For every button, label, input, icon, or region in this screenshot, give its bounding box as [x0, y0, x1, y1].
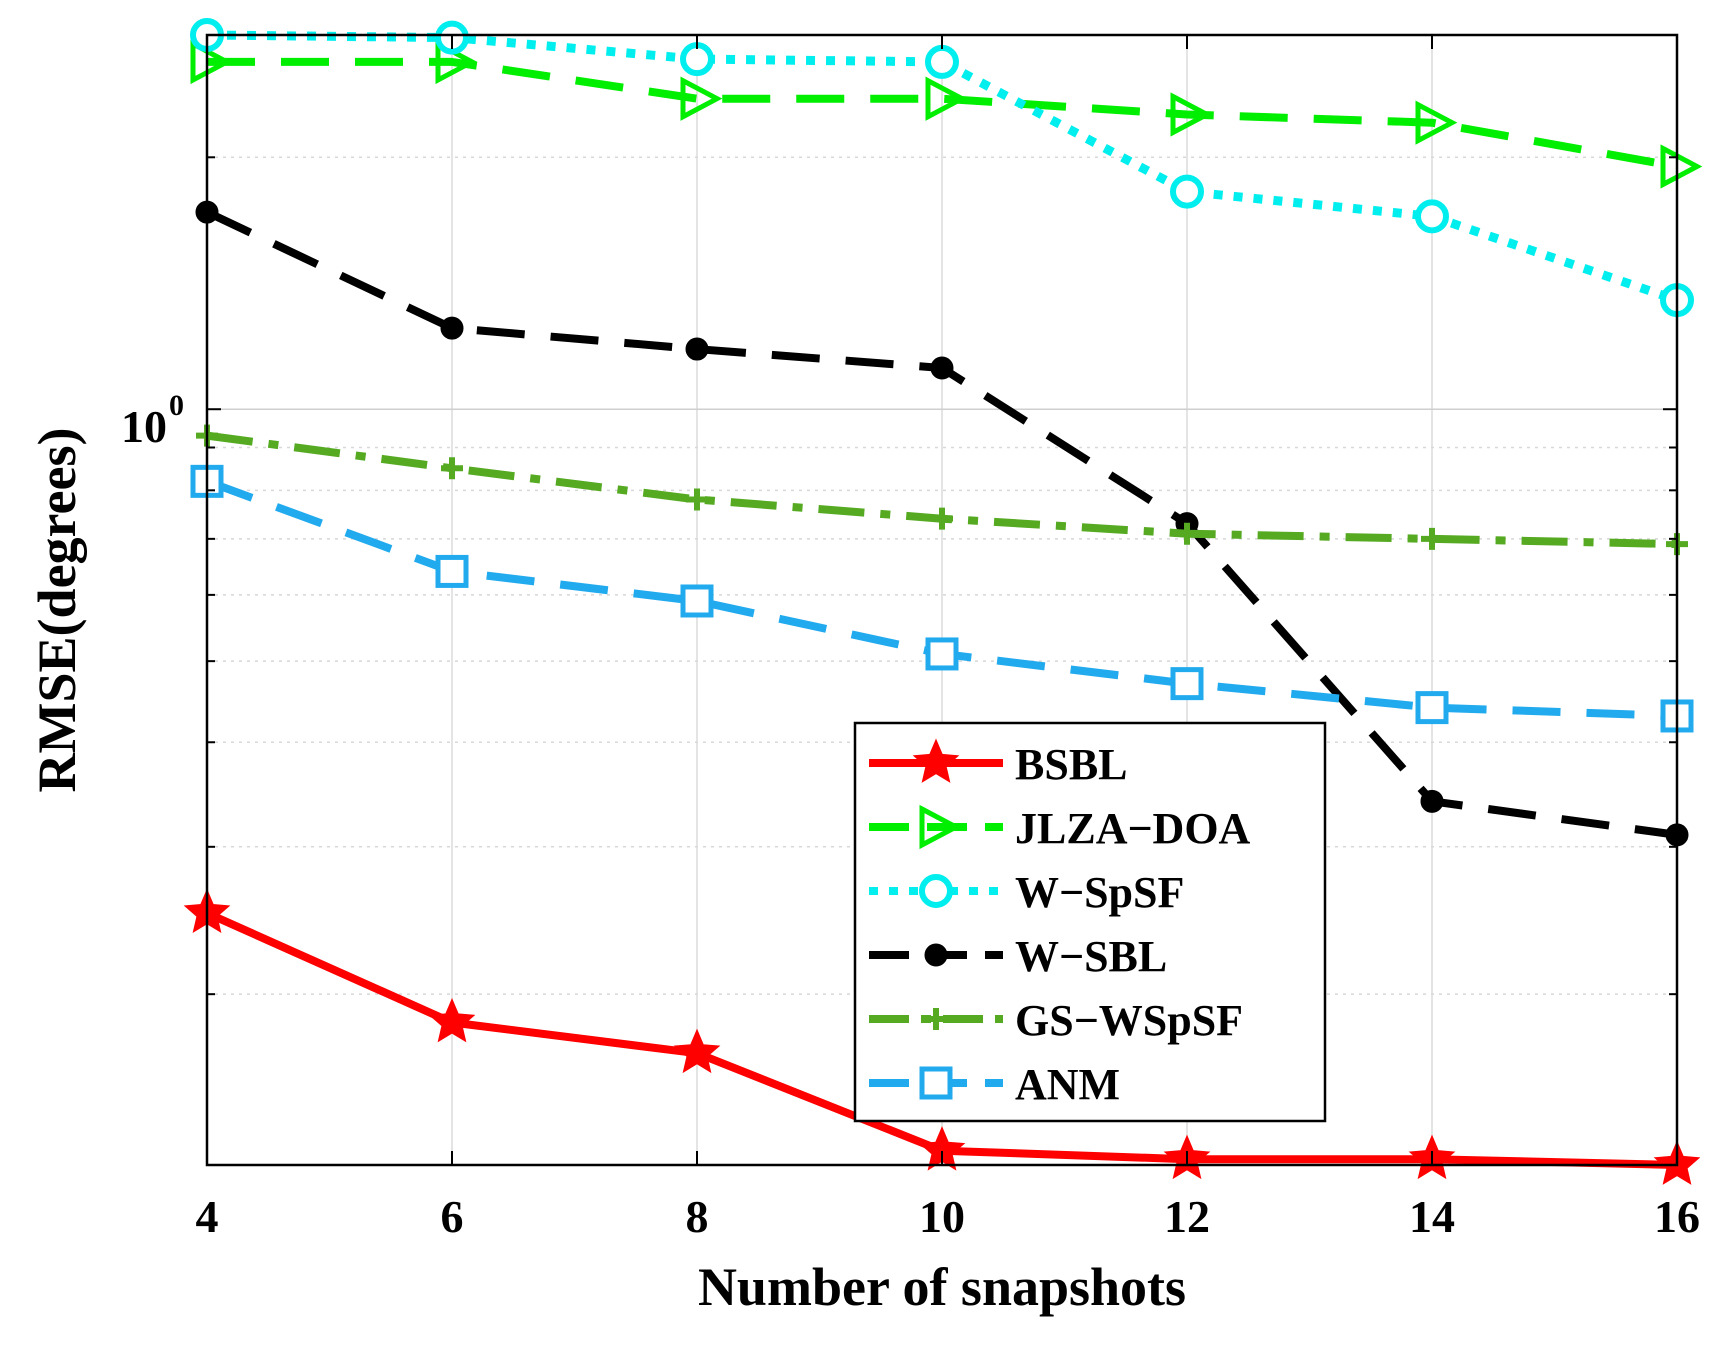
legend-swatch-marker	[919, 1066, 953, 1100]
series-line-jlza-doa	[207, 57, 1678, 171]
legend-label: GS−WSpSF	[1015, 996, 1243, 1045]
data-point-jlza-doa	[190, 39, 233, 85]
x-tick-label: 4	[196, 1191, 219, 1242]
data-point-anm	[1415, 691, 1449, 725]
data-point-anm	[435, 554, 469, 588]
data-point-bsbl	[673, 1028, 721, 1074]
legend-item-w-sbl: W−SBL	[869, 932, 1167, 981]
legend-label: W−SBL	[1015, 932, 1167, 981]
data-point-w-spsf	[680, 42, 714, 77]
data-point-gs-wspsf	[441, 457, 463, 480]
data-point-bsbl	[428, 997, 476, 1043]
legend-swatch-marker	[919, 874, 953, 908]
legend-item-bsbl: BSBL	[869, 738, 1128, 789]
data-point-gs-wspsf	[686, 488, 708, 511]
data-point-w-sbl	[440, 316, 464, 340]
data-point-jlza-doa	[680, 76, 723, 121]
legend-label: W−SpSF	[1015, 868, 1184, 917]
data-point-w-sbl	[930, 356, 954, 380]
data-point-jlza-doa	[1415, 100, 1458, 145]
x-tick-label: 10	[919, 1191, 965, 1242]
legend-item-w-spsf: W−SpSF	[869, 868, 1184, 917]
x-tick-label: 6	[441, 1191, 464, 1242]
ticks: 4 6 8 10 12 14 16	[196, 35, 1700, 1242]
legend-item-jlza-doa: JLZA−DOA	[869, 804, 1251, 853]
x-axis-title: Number of snapshots	[698, 1257, 1186, 1317]
data-point-w-spsf	[1415, 199, 1449, 234]
data-point-w-spsf	[1170, 174, 1204, 209]
data-point-jlza-doa	[1660, 144, 1703, 189]
legend-item-gs-wspsf: GS−WSpSF	[869, 996, 1243, 1045]
series-jlza-doa	[190, 39, 1703, 189]
legend-swatch-marker	[925, 1008, 947, 1030]
legend-box	[853, 721, 1327, 1123]
legend-item-anm: ANM	[869, 1060, 1120, 1109]
legend-swatch-marker	[912, 738, 960, 783]
data-point-anm	[1170, 667, 1204, 701]
y-axis-title: RMSE(degrees)	[27, 428, 87, 793]
legend-swatch-marker	[919, 804, 962, 850]
data-point-gs-wspsf	[1421, 527, 1443, 550]
legend-swatch-marker	[924, 943, 948, 967]
y-tick-exponent: 0	[169, 389, 184, 422]
data-point-anm	[680, 584, 714, 618]
data-point-jlza-doa	[1170, 92, 1213, 137]
data-point-gs-wspsf	[1176, 522, 1198, 545]
legend-label: ANM	[1015, 1060, 1120, 1109]
legend-label: JLZA−DOA	[1015, 804, 1251, 853]
data-point-w-sbl	[1420, 789, 1444, 813]
data-point-gs-wspsf	[931, 507, 953, 530]
data-point-anm	[925, 637, 959, 671]
x-tick-label: 8	[686, 1191, 709, 1242]
x-tick-label: 12	[1164, 1191, 1210, 1242]
data-point-jlza-doa	[925, 76, 968, 121]
y-tick-base: 10	[121, 401, 167, 452]
legend: BSBL JLZA−DOA W−SpSF W−SBL GS−WSpSF ANM	[853, 721, 1327, 1123]
data-point-w-sbl	[685, 337, 709, 361]
legend-label: BSBL	[1015, 740, 1128, 789]
x-tick-label: 14	[1409, 1191, 1455, 1242]
data-point-w-spsf	[925, 44, 959, 79]
y-tick-label-10-0: 10 0	[121, 389, 184, 452]
x-tick-label: 16	[1654, 1191, 1700, 1242]
